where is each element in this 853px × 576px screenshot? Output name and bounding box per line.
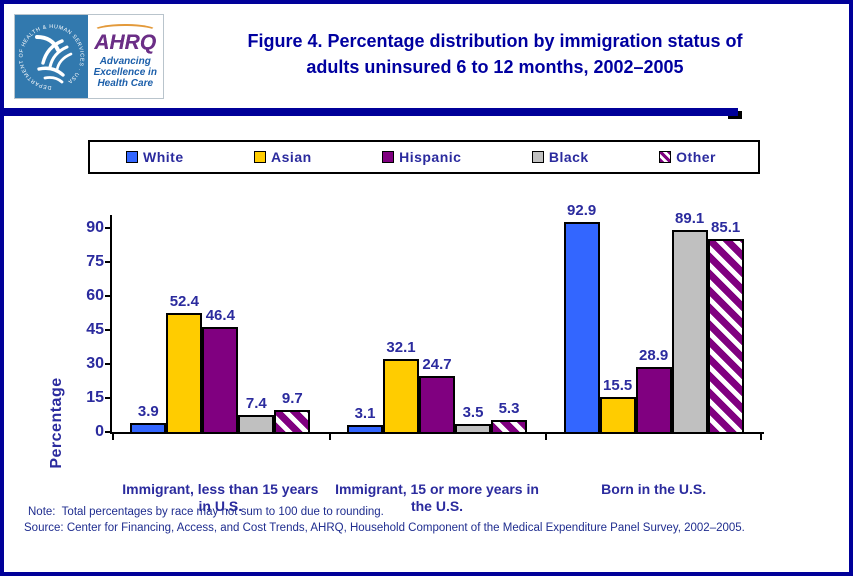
bar-value-asian-group2: 32.1	[386, 339, 416, 357]
title-divider	[4, 108, 738, 116]
note-text: Note: Total percentages by race may not …	[28, 506, 384, 518]
bar-hispanic-group3	[635, 366, 672, 432]
y-tick-75	[105, 261, 110, 264]
x-axis-tick-0	[112, 434, 114, 440]
y-tick-15	[105, 397, 110, 400]
ahrq-wordmark-block: AHRQ Advancing Excellence in Health Care	[87, 15, 163, 98]
legend-item-other: Other	[659, 149, 716, 165]
plot-area: 0 15 30 45 60 75 90 3.9 52.4 46.4 7.4 9.7 Immigrant,…	[86, 202, 764, 514]
x-category-label-1: Immigrant, less than 15 years in U.S.	[122, 481, 319, 514]
x-category-label-2: Immigrant, 15 or more years in the U.S.	[335, 481, 539, 514]
y-tick-label-30: 30	[86, 355, 104, 373]
legend-swatch-white	[126, 151, 138, 163]
svg-text:DEPARTMENT OF HEALTH & HUMAN S: DEPARTMENT OF HEALTH & HUMAN SERVICES · …	[18, 24, 84, 90]
y-tick-label-15: 15	[86, 389, 104, 407]
bar-black-group3	[671, 230, 708, 432]
bar-value-asian-group3: 15.5	[603, 376, 633, 394]
hhs-eagle-icon: DEPARTMENT OF HEALTH & HUMAN SERVICES · …	[18, 24, 84, 90]
legend-swatch-hispanic	[382, 151, 395, 163]
ahrq-tagline-line3: Health Care	[97, 78, 154, 89]
bar-value-black-group3: 89.1	[675, 210, 705, 228]
bar-black-group2	[455, 424, 491, 432]
ahrq-arc-icon	[93, 24, 158, 38]
y-tick-label-90: 90	[86, 219, 104, 237]
bar-value-hispanic-group1: 46.4	[205, 307, 235, 324]
bar-value-white-group2: 3.1	[354, 404, 376, 422]
bar-white-group2	[347, 424, 383, 432]
bar-value-hispanic-group3: 28.9	[639, 346, 669, 364]
ahrq-tagline-line2: Excellence in	[93, 67, 157, 78]
legend-item-asian: Asian	[254, 149, 312, 165]
y-tick-45	[105, 329, 110, 332]
y-tick-0	[105, 431, 110, 433]
figure-title-line1: Figure 4. Percentage distribution by imm…	[247, 31, 743, 51]
bar-value-other-group3: 85.1	[711, 219, 741, 237]
ahrq-tagline: Advancing Excellence in Health Care	[94, 56, 157, 89]
bar-value-asian-group1: 52.4	[169, 293, 199, 311]
bar-value-black-group1: 7.4	[245, 395, 267, 413]
bar-chart: Percentage 0 15 30 45 60 75 90 3.9 52.4 46.4 7.4 9.…	[4, 184, 849, 514]
x-axis-tick-2	[545, 434, 548, 440]
ahrq-tagline-line1: Advancing	[99, 56, 151, 67]
legend-item-black: Black	[531, 149, 589, 165]
figure-title: Figure 4. Percentage distribution by imm…	[170, 28, 820, 80]
legend-item-white: White	[126, 149, 184, 165]
bar-other-group1	[274, 410, 311, 432]
bar-white-group1	[130, 423, 167, 432]
legend-label-black: Black	[548, 149, 589, 165]
legend-label-other: Other	[676, 149, 716, 165]
bar-value-white-group1: 3.9	[137, 403, 159, 421]
legend-label-asian: Asian	[271, 149, 312, 165]
legend-swatch-asian	[254, 151, 267, 163]
bar-white-group3	[563, 221, 600, 432]
x-axis-tick-3	[760, 434, 762, 440]
y-tick-30	[105, 363, 110, 366]
legend-swatch-black	[531, 151, 544, 163]
bar-black-group1	[238, 415, 275, 432]
y-tick-label-0: 0	[95, 423, 104, 440]
legend-label-hispanic: Hispanic	[399, 149, 462, 165]
bar-value-other-group2: 5.3	[498, 400, 520, 418]
x-category-label-3: Born in the U.S.	[601, 481, 707, 497]
source-text: Source: Center for Financing, Access, an…	[24, 522, 745, 534]
y-tick-label-45: 45	[86, 321, 104, 339]
ahrq-hhs-logo: DEPARTMENT OF HEALTH & HUMAN SERVICES · …	[14, 14, 164, 99]
figure-title-line2: adults uninsured 6 to 12 months, 2002–20…	[306, 57, 684, 77]
bar-other-group2	[491, 420, 527, 432]
x-axis-tick-1	[328, 434, 331, 440]
y-tick-60	[105, 295, 110, 298]
bar-value-black-group2: 3.5	[462, 404, 484, 422]
bar-value-white-group3: 92.9	[567, 201, 597, 219]
hhs-ring-text: DEPARTMENT OF HEALTH & HUMAN SERVICES · …	[18, 24, 84, 90]
bar-value-hispanic-group2: 24.7	[422, 356, 452, 374]
bar-hispanic-group2	[419, 376, 455, 432]
legend-item-hispanic: Hispanic	[382, 149, 461, 165]
bar-asian-group1	[166, 313, 203, 432]
chart-legend: White Asian Hispanic Black Other	[88, 140, 760, 174]
y-tick-label-60: 60	[86, 287, 104, 305]
footnotes: Note: Total percentages by race may not …	[24, 504, 824, 536]
x-axis-line	[110, 432, 764, 434]
bar-other-group3	[707, 239, 744, 432]
y-tick-label-75: 75	[86, 253, 104, 271]
y-tick-90	[105, 227, 110, 230]
hhs-seal: DEPARTMENT OF HEALTH & HUMAN SERVICES · …	[15, 15, 88, 98]
legend-swatch-other	[659, 151, 672, 163]
y-axis-line	[110, 215, 112, 434]
legend-label-white: White	[143, 149, 184, 165]
ahrq-wordmark: AHRQ	[94, 31, 157, 54]
bar-asian-group3	[599, 396, 636, 432]
bar-value-other-group1: 9.7	[281, 390, 303, 408]
bar-hispanic-group1	[202, 327, 239, 432]
bar-asian-group2	[383, 359, 419, 432]
